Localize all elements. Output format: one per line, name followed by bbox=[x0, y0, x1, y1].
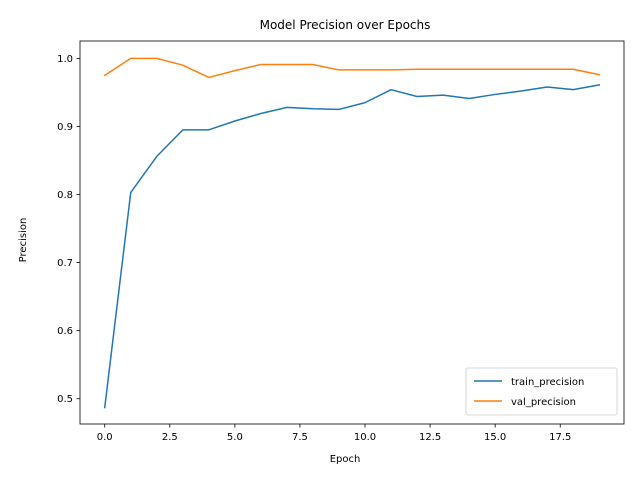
y-tick-label: 0.8 bbox=[57, 190, 73, 201]
x-tick-label: 12.5 bbox=[419, 432, 441, 443]
x-tick-label: 0.0 bbox=[97, 432, 113, 443]
x-tick-label: 7.5 bbox=[292, 432, 308, 443]
axes-frame bbox=[79, 40, 625, 425]
x-tick-label: 5.0 bbox=[227, 432, 243, 443]
x-axis-label: Epoch bbox=[330, 454, 361, 465]
x-tick-label: 10.0 bbox=[354, 432, 376, 443]
plot-area: 0.0 2.5 5.0 7.5 10.0 12.5 15.0 17.5 0.5 0.6 0.7 0.8… bbox=[57, 40, 625, 443]
series-line-val_precision bbox=[103, 57, 601, 79]
legend-box bbox=[465, 367, 618, 416]
y-tick-label: 0.6 bbox=[57, 326, 73, 337]
series-line-train_precision bbox=[103, 84, 601, 409]
x-tick-label: 2.5 bbox=[162, 432, 178, 443]
y-tick-label: 1.0 bbox=[57, 54, 73, 65]
y-tick-label: 0.9 bbox=[57, 122, 73, 133]
x-tick-label: 17.5 bbox=[549, 432, 571, 443]
legend: train_precision val_precision bbox=[465, 367, 618, 416]
y-tick-label: 0.5 bbox=[57, 394, 73, 405]
y-tick-label: 0.7 bbox=[57, 258, 73, 269]
y-axis-label: Precision bbox=[18, 218, 29, 263]
x-tick-label: 15.0 bbox=[484, 432, 506, 443]
legend-label-val_precision: val_precision bbox=[511, 397, 576, 408]
chart-title: Model Precision over Epochs bbox=[260, 18, 431, 32]
legend-label-train_precision: train_precision bbox=[511, 377, 584, 388]
